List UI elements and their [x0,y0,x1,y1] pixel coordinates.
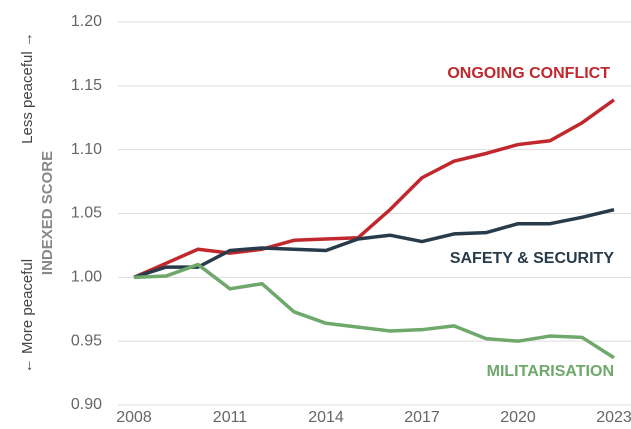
x-tick-label: 2023 [596,409,631,426]
y-tick-label: 1.05 [71,205,102,222]
x-tick-label: 2014 [308,409,344,426]
y-tick-label: 1.10 [71,141,102,158]
x-tick-label: 2011 [213,409,248,426]
series-label: ONGOING CONFLICT [447,65,610,82]
series-label: SAFETY & SECURITY [450,250,615,267]
x-tick-label: 2020 [500,409,536,426]
y-tick-label: 1.20 [71,13,102,30]
y-tick-label: 1.15 [71,77,102,94]
x-tick-label: 2017 [404,409,440,426]
series-line [133,98,616,279]
y-label-bottom: ← More peaceful [19,259,36,373]
y-tick-label: 0.95 [71,332,102,349]
series-label: MILITARISATION [487,363,614,380]
y-axis-title: INDEXED SCORE [39,151,56,275]
y-label-top: Less peaceful → [19,32,36,144]
y-tick-label: 0.90 [71,396,102,413]
series-line [133,262,615,360]
series-line [133,207,615,280]
y-tick-label: 1.00 [71,269,102,286]
x-tick-label: 2008 [116,409,152,426]
